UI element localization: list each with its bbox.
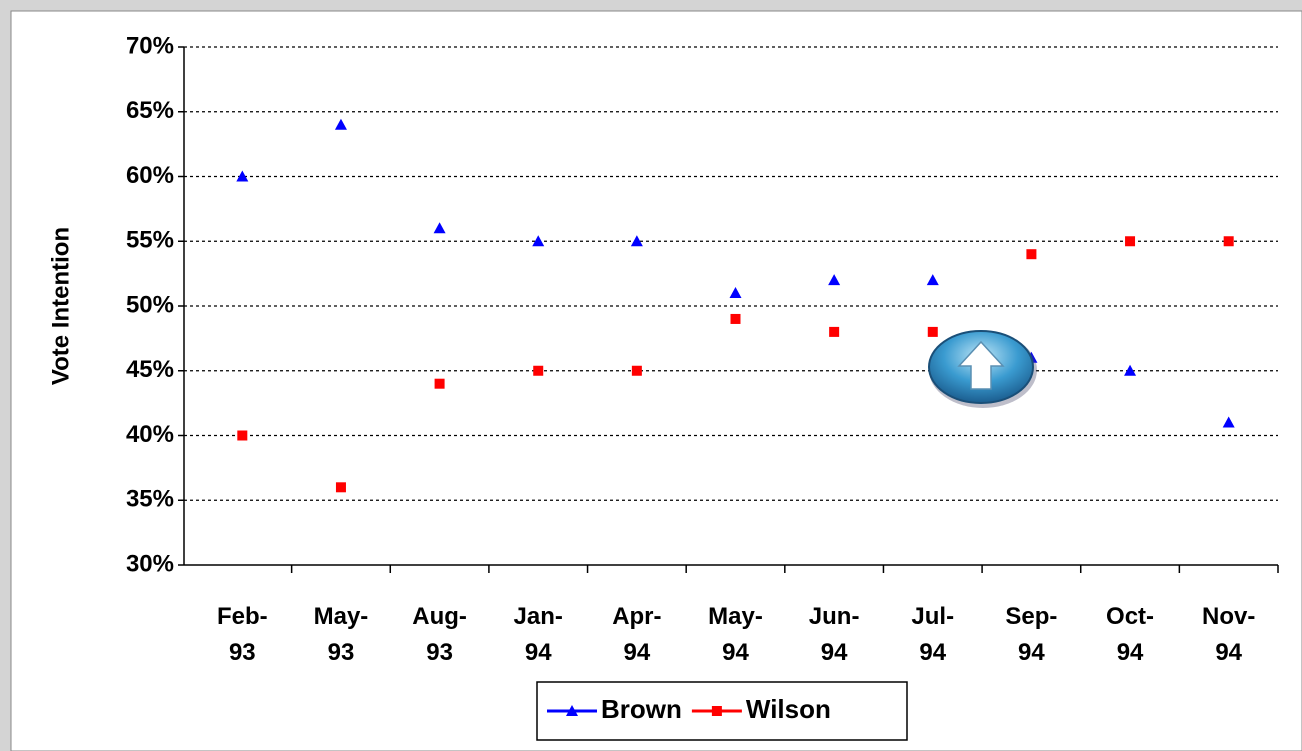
marker	[1223, 236, 1234, 247]
marker	[532, 235, 545, 247]
x-tick-label: Jan-94	[514, 603, 563, 666]
marker	[829, 326, 840, 337]
marker	[237, 430, 248, 441]
legend-label: Wilson	[746, 694, 831, 724]
marker	[1125, 236, 1136, 247]
x-tick-label: Oct-94	[1106, 603, 1154, 666]
y-tick-label: 50%	[126, 291, 174, 318]
marker	[433, 222, 446, 234]
legend: Brown Wilson	[536, 681, 908, 741]
marker	[236, 170, 249, 182]
marker	[1026, 249, 1037, 260]
marker	[334, 118, 347, 130]
x-tick-label: Apr-94	[612, 603, 661, 666]
x-tick-label: Nov-94	[1202, 603, 1255, 666]
y-tick-label: 35%	[126, 486, 174, 513]
scroll-up-button[interactable]	[928, 330, 1037, 408]
x-tick-label: Jun-94	[809, 603, 860, 666]
marker	[729, 287, 742, 299]
y-tick-label: 30%	[126, 550, 174, 577]
legend-label: Brown	[601, 694, 682, 724]
marker	[335, 482, 346, 493]
x-tick-label: Sep-94	[1005, 603, 1057, 666]
marker	[566, 705, 578, 716]
y-axis-label: Vote Intention	[47, 227, 74, 385]
marker	[434, 378, 445, 389]
marker	[1124, 364, 1137, 376]
marker	[927, 326, 938, 337]
marker	[926, 274, 939, 286]
y-tick-label: 65%	[126, 97, 174, 124]
y-tick-label: 70%	[126, 32, 174, 59]
marker	[631, 365, 642, 376]
y-tick-label: 45%	[126, 356, 174, 383]
marker	[828, 274, 841, 286]
chart-area	[10, 10, 1302, 751]
y-tick-label: 40%	[126, 421, 174, 448]
marker	[630, 235, 643, 247]
x-tick-label: May-94	[708, 603, 763, 666]
x-tick-label: Jul-94	[911, 603, 954, 666]
y-tick-label: 55%	[126, 227, 174, 254]
up-arrow-icon	[957, 340, 1005, 390]
marker	[1222, 416, 1235, 428]
x-tick-label: Aug-93	[412, 603, 467, 666]
marker	[533, 365, 544, 376]
marker	[730, 313, 741, 324]
x-tick-label: May-93	[314, 603, 369, 666]
x-tick-label: Feb-93	[217, 603, 268, 666]
y-tick-label: 60%	[126, 162, 174, 189]
marker	[711, 706, 722, 716]
